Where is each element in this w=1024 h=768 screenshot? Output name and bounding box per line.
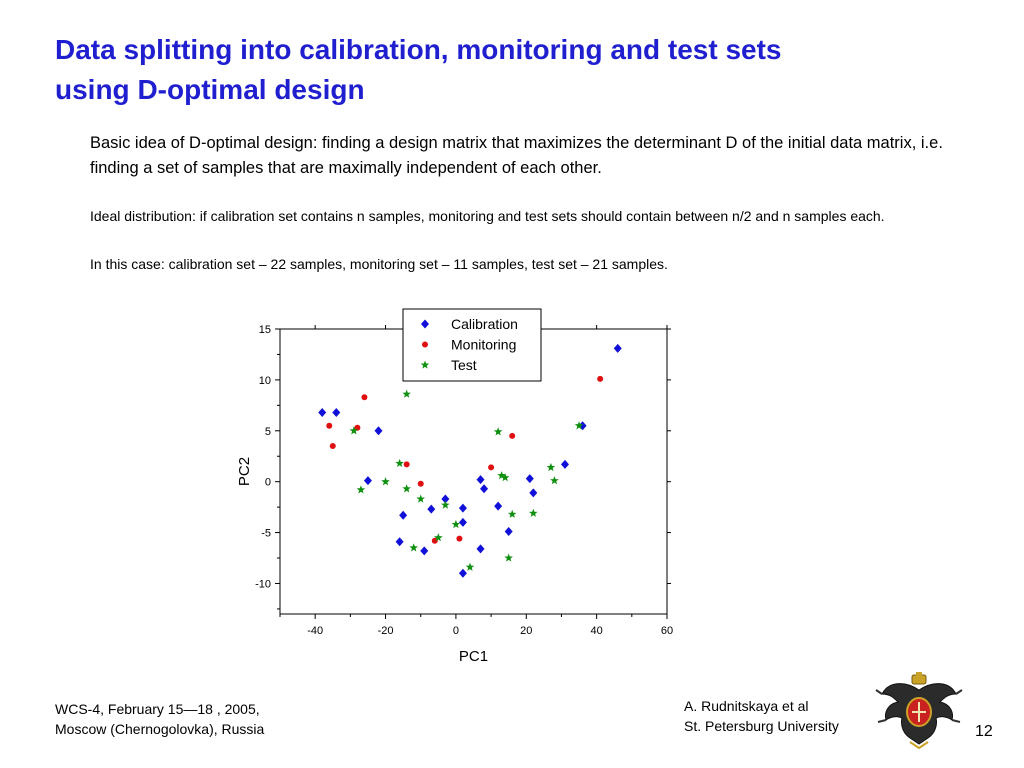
- x-tick-label: 60: [661, 625, 673, 637]
- calibration-point: [525, 474, 534, 484]
- test-point: [507, 509, 517, 518]
- case-paragraph: In this case: calibration set – 22 sampl…: [90, 256, 668, 272]
- calibration-point: [476, 475, 485, 485]
- calibration-point: [427, 504, 436, 514]
- test-point: [529, 508, 538, 517]
- test-point: [349, 426, 359, 435]
- y-tick-label: -10: [255, 578, 271, 590]
- calibration-point: [494, 501, 503, 511]
- monitoring-point: [417, 480, 424, 487]
- footer-author: A. Rudnitskaya et al St. Petersburg Univ…: [684, 696, 839, 736]
- footer-conference-line-1: WCS-4, February 15—18 , 2005,: [55, 701, 260, 717]
- calibration-point: [476, 544, 485, 554]
- calibration-point: [441, 494, 450, 504]
- calibration-point: [504, 527, 513, 537]
- calibration-point: [458, 568, 467, 578]
- legend-label-test: Test: [451, 357, 477, 373]
- test-point: [409, 543, 418, 552]
- calibration-point: [458, 517, 467, 527]
- x-tick-label: 40: [591, 625, 603, 637]
- test-point: [451, 519, 461, 529]
- test-point: [497, 471, 506, 480]
- legend-marker-calibration: [421, 319, 429, 329]
- test-point: [574, 421, 584, 430]
- footer-author-line-1: A. Rudnitskaya et al: [684, 698, 809, 714]
- test-point: [434, 533, 443, 542]
- calibration-point: [318, 407, 327, 417]
- slide-title-line-2: using D-optimal design: [55, 74, 365, 105]
- ideal-distribution-paragraph: Ideal distribution: if calibration set c…: [90, 208, 885, 224]
- y-tick-label: 15: [259, 324, 271, 336]
- legend-marker-test: [420, 360, 430, 369]
- monitoring-point: [488, 464, 495, 471]
- calibration-point: [480, 484, 489, 494]
- x-tick-label: 0: [453, 625, 459, 637]
- monitoring-point: [597, 375, 604, 382]
- legend-label-calibration: Calibration: [451, 316, 518, 332]
- test-point: [493, 427, 503, 436]
- x-tick-label: -40: [307, 625, 323, 637]
- calibration-point: [458, 503, 467, 513]
- y-tick-label: 10: [259, 375, 271, 387]
- test-point: [395, 458, 404, 467]
- y-tick-label: 5: [265, 426, 271, 438]
- test-point: [504, 553, 513, 562]
- test-point: [402, 484, 411, 493]
- legend-label-monitoring: Monitoring: [451, 337, 516, 353]
- x-tick-label: -20: [378, 625, 394, 637]
- calibration-point: [399, 510, 408, 520]
- monitoring-point: [403, 461, 410, 468]
- calibration-point: [560, 459, 569, 469]
- university-coat-of-arms-icon: [875, 672, 963, 750]
- test-point: [402, 389, 411, 398]
- calibration-point: [332, 407, 341, 417]
- footer-author-line-2: St. Petersburg University: [684, 718, 839, 734]
- calibration-point: [374, 426, 383, 436]
- test-point: [356, 485, 366, 494]
- monitoring-point: [456, 535, 463, 542]
- slide-title-line-1: Data splitting into calibration, monitor…: [55, 34, 782, 65]
- monitoring-point: [354, 424, 361, 431]
- y-tick-label: 0: [265, 477, 271, 489]
- calibration-point: [529, 488, 538, 498]
- footer-conference-line-2: Moscow (Chernogolovka), Russia: [55, 721, 265, 737]
- footer-conference: WCS-4, February 15—18 , 2005, Moscow (Ch…: [55, 699, 264, 739]
- monitoring-point: [509, 432, 516, 439]
- test-point: [546, 462, 556, 472]
- calibration-point: [363, 476, 372, 486]
- calibration-point: [420, 546, 429, 556]
- x-axis-label: PC1: [459, 648, 488, 665]
- test-point: [550, 476, 559, 485]
- y-tick-label: -5: [261, 528, 271, 540]
- slide-title: Data splitting into calibration, monitor…: [55, 30, 995, 110]
- y-axis-label: PC2: [236, 457, 253, 486]
- calibration-point: [395, 537, 404, 547]
- test-point: [441, 500, 450, 509]
- calibration-point: [613, 343, 622, 353]
- test-point: [416, 494, 426, 503]
- legend-marker-monitoring: [422, 341, 428, 348]
- monitoring-point: [326, 422, 333, 429]
- test-point: [465, 562, 475, 571]
- monitoring-point: [361, 394, 368, 401]
- intro-paragraph: Basic idea of D-optimal design: finding …: [90, 134, 943, 177]
- test-point: [381, 477, 390, 486]
- test-point: [500, 473, 510, 482]
- monitoring-point: [329, 443, 336, 450]
- page-number: 12: [975, 723, 993, 740]
- x-tick-label: 20: [520, 625, 532, 637]
